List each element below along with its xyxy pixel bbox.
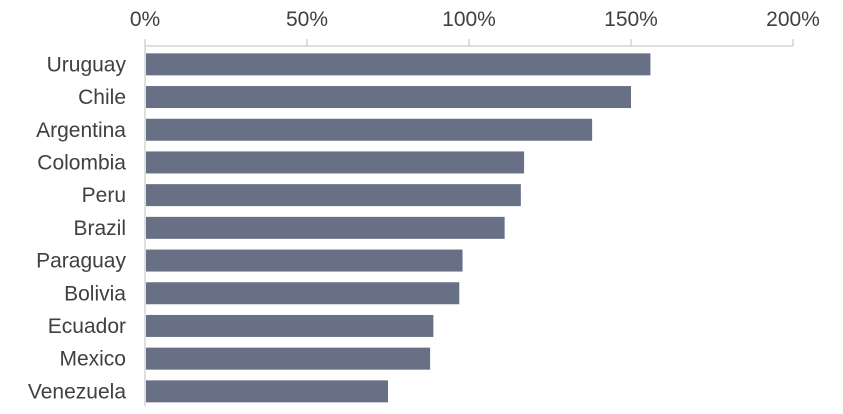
bar-paraguay bbox=[146, 249, 463, 272]
x-tick-label: 200% bbox=[766, 8, 820, 31]
category-label-uruguay: Uruguay bbox=[47, 53, 127, 76]
category-label-paraguay: Paraguay bbox=[36, 250, 126, 273]
x-tick-label: 50% bbox=[286, 8, 328, 31]
category-label-colombia: Colombia bbox=[37, 151, 126, 174]
bar-argentina bbox=[146, 118, 593, 141]
category-label-brazil: Brazil bbox=[73, 217, 126, 240]
category-label-ecuador: Ecuador bbox=[48, 315, 126, 338]
bar-venezuela bbox=[146, 380, 388, 403]
x-tick-label: 0% bbox=[130, 8, 160, 31]
bar-mexico bbox=[146, 347, 431, 370]
bar-colombia bbox=[146, 151, 525, 174]
category-label-argentina: Argentina bbox=[36, 119, 126, 142]
category-label-venezuela: Venezuela bbox=[28, 380, 126, 403]
category-label-peru: Peru bbox=[82, 184, 126, 207]
category-label-bolivia: Bolivia bbox=[64, 282, 126, 305]
bar-chile bbox=[146, 86, 631, 109]
x-tick-label: 100% bbox=[442, 8, 496, 31]
bar-ecuador bbox=[146, 314, 434, 337]
category-labels: Uruguay Chile Argentina Colombia Peru Brazil P… bbox=[28, 53, 127, 403]
bar-peru bbox=[146, 184, 521, 207]
bars-group bbox=[146, 53, 651, 403]
bar-brazil bbox=[146, 216, 505, 239]
category-label-mexico: Mexico bbox=[59, 348, 126, 371]
category-label-chile: Chile bbox=[78, 86, 126, 109]
x-axis: 0% 50% 100% 150% 200% bbox=[130, 8, 820, 47]
bar-bolivia bbox=[146, 282, 460, 305]
bar-uruguay bbox=[146, 53, 651, 76]
x-tick-label: 150% bbox=[604, 8, 658, 31]
